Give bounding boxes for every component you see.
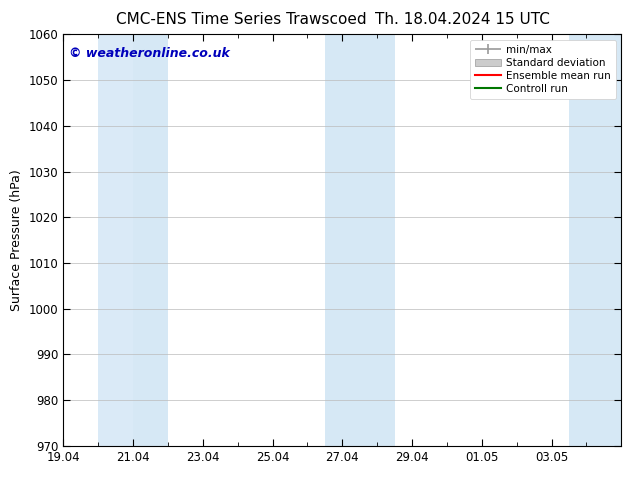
Bar (133, 34, 168, 446)
Bar (569, 34, 621, 446)
Text: Th. 18.04.2024 15 UTC: Th. 18.04.2024 15 UTC (375, 12, 550, 27)
Y-axis label: Surface Pressure (hPa): Surface Pressure (hPa) (10, 169, 23, 311)
Legend: min/max, Standard deviation, Ensemble mean run, Controll run: min/max, Standard deviation, Ensemble me… (470, 40, 616, 99)
Text: CMC-ENS Time Series Trawscoed: CMC-ENS Time Series Trawscoed (115, 12, 366, 27)
Bar (325, 34, 394, 446)
Text: © weatheronline.co.uk: © weatheronline.co.uk (69, 47, 230, 60)
Bar (98, 34, 133, 446)
